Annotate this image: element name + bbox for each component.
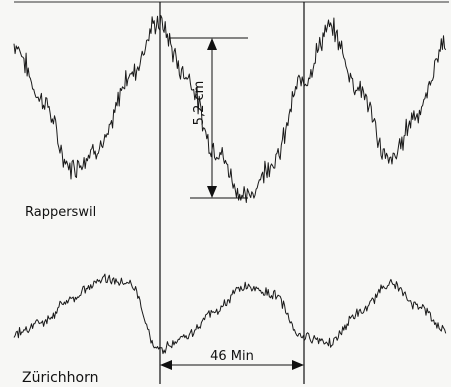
amplitude-arrow-head-up: [207, 38, 217, 50]
period-annotation: 46 Min: [160, 349, 304, 370]
series-label-zurichhorn: Zürichhorn: [22, 370, 99, 386]
series-line-rapperswil: [13, 15, 447, 203]
series-layer: [13, 15, 447, 355]
amplitude-label: 5,2 cm: [192, 81, 207, 126]
period-label: 46 Min: [210, 349, 254, 364]
amplitude-annotation: 5,2 cm: [170, 37, 248, 199]
series-line-zurichhorn: [13, 273, 447, 355]
series-label-rapperswil: Rapperswil: [25, 205, 96, 220]
period-arrow-head-right: [292, 360, 304, 370]
period-arrow-head-left: [160, 360, 172, 370]
amplitude-arrow-head-down: [207, 186, 217, 198]
